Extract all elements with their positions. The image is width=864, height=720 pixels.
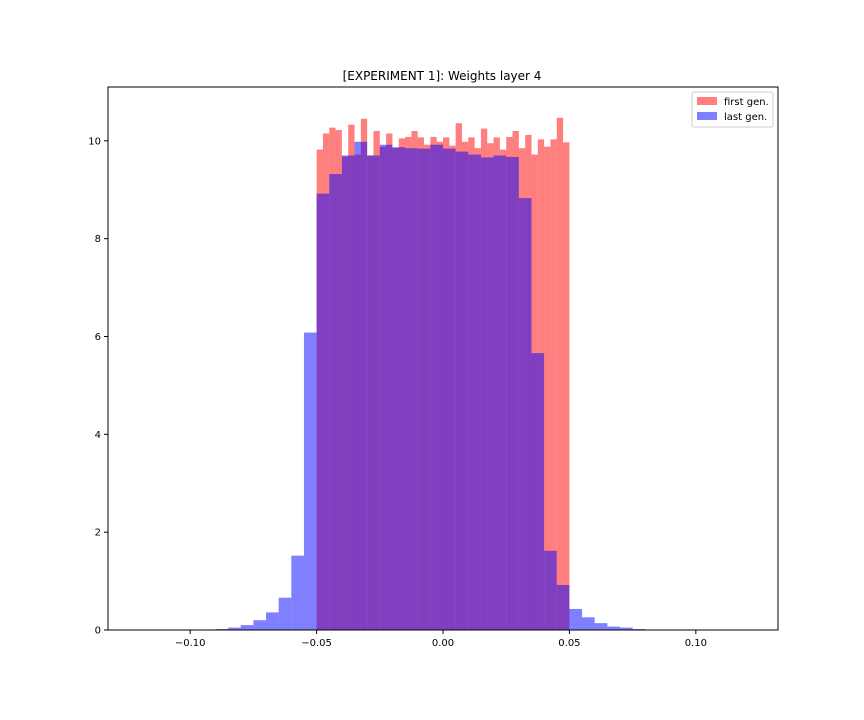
histogram-bar <box>291 555 304 630</box>
histogram-bar <box>430 144 443 631</box>
histogram-bar <box>582 617 595 630</box>
legend-label: first gen. <box>724 97 769 108</box>
legend-swatch <box>697 112 717 120</box>
y-axis: 0 2 4 6 8 10 <box>88 136 108 637</box>
histogram-bar <box>303 332 317 630</box>
histogram-bar <box>544 550 557 630</box>
histogram-bar <box>556 584 570 630</box>
legend: first gen. last gen. <box>691 91 774 128</box>
histogram-bar <box>443 148 456 631</box>
y-tick-label: 4 <box>95 430 101 441</box>
histogram-bar <box>316 193 330 630</box>
bars-layer <box>202 117 658 631</box>
histogram-bar <box>329 174 342 630</box>
histogram-bar <box>341 155 355 630</box>
histogram-bar <box>550 139 557 630</box>
histogram-bar <box>544 146 551 630</box>
histogram-bar <box>253 620 267 630</box>
histogram-bar <box>556 117 564 631</box>
histogram-bar <box>468 154 481 630</box>
chart-title: [EXPERIMENT 1]: Weights layer 4 <box>343 69 542 83</box>
histogram-bar <box>531 353 545 630</box>
histogram-bar <box>266 612 279 630</box>
y-tick-label: 8 <box>95 234 101 245</box>
histogram-bar <box>455 151 469 630</box>
histogram-bar <box>228 627 241 630</box>
histogram-bar <box>493 155 507 630</box>
y-tick-label: 0 <box>95 626 101 637</box>
histogram-bar <box>607 626 620 630</box>
x-tick-label: 0.10 <box>685 638 707 649</box>
x-axis: −0.10 −0.05 0.00 0.05 0.10 <box>175 630 707 649</box>
legend-swatch <box>697 97 717 105</box>
histogram-bar <box>417 148 431 631</box>
histogram-bar <box>480 157 494 630</box>
histogram-bar <box>594 623 608 630</box>
x-tick-label: −0.10 <box>175 638 206 649</box>
histogram-bar <box>278 597 292 630</box>
histogram-bar <box>506 156 519 631</box>
histogram-bar <box>619 627 633 630</box>
histogram-bar <box>563 142 570 630</box>
histogram-bar <box>405 148 418 630</box>
x-tick-label: −0.05 <box>301 638 332 649</box>
y-tick-label: 2 <box>95 528 101 539</box>
histogram-bar <box>379 144 393 631</box>
histogram-bar <box>392 147 406 630</box>
legend-label: last gen. <box>724 112 767 123</box>
histogram-bar <box>569 608 583 630</box>
histogram-bar <box>240 625 254 630</box>
histogram-bar <box>354 141 368 630</box>
histogram-bar <box>518 198 532 630</box>
x-tick-label: 0.05 <box>558 638 580 649</box>
x-tick-label: 0.00 <box>432 638 454 649</box>
y-tick-label: 6 <box>95 332 101 343</box>
y-tick-label: 10 <box>88 136 101 147</box>
series-1-bars <box>202 141 658 631</box>
histogram-bar <box>367 155 380 630</box>
